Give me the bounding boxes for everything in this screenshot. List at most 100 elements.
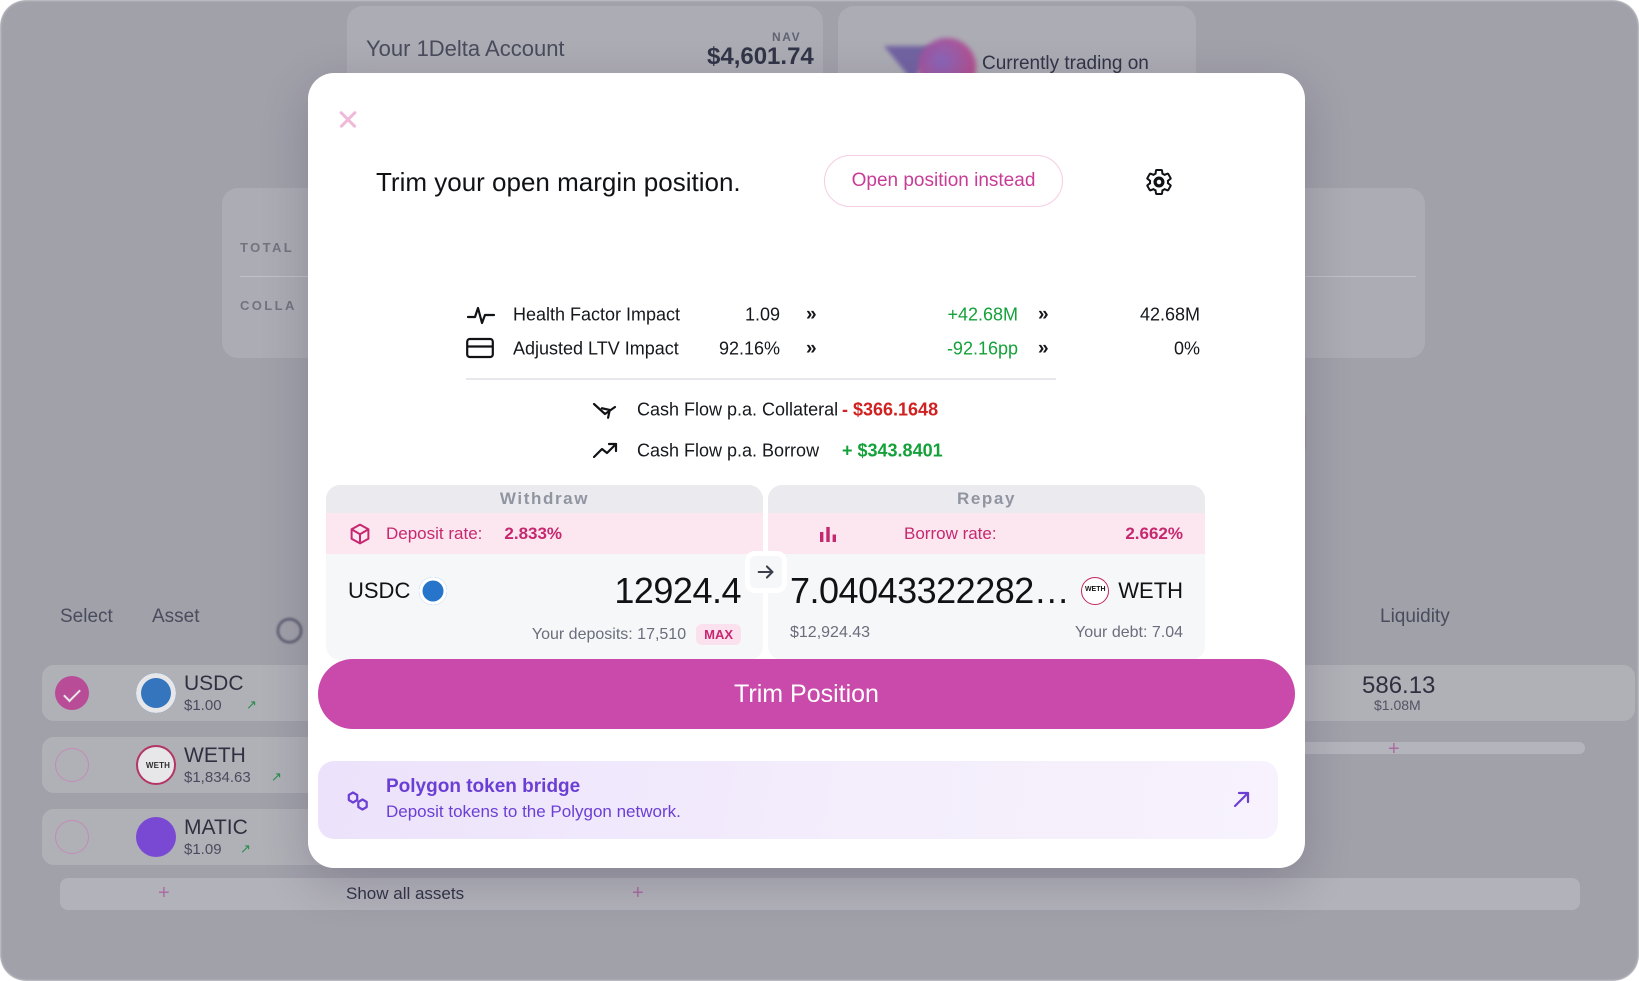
trim-position-button[interactable]: Trim Position: [318, 659, 1295, 729]
bars-icon: [816, 522, 840, 546]
asset-price: $1,834.63: [184, 769, 251, 786]
withdraw-token-symbol: USDC: [348, 578, 411, 603]
cash-flow-label: Cash Flow p.a. Borrow: [637, 440, 820, 461]
liquidity-value: 586.13: [1362, 672, 1436, 699]
plus-icon[interactable]: +: [1388, 738, 1400, 760]
usdc-coin-icon: [419, 577, 448, 605]
row-select-usdc[interactable]: [55, 676, 89, 710]
repay-body: 7.04043322282… WETH WETH $12,924.43 Your…: [768, 554, 1205, 660]
panel-divider-right: [1226, 276, 1416, 277]
page-title: Trim your open margin position.: [376, 167, 741, 197]
deposit-rate-value: 2.833%: [504, 523, 563, 543]
arrow-right-icon: [757, 565, 774, 579]
cash-flow-collateral-row: Cash Flow p.a. Collateral - $366.1648: [308, 393, 1305, 427]
repay-column: Repay Borrow rate: 2.662% 7.040433222: [768, 485, 1205, 660]
plus-icon[interactable]: +: [158, 882, 170, 904]
weth-coin-label: WETH: [145, 761, 171, 770]
polygon-bridge-banner[interactable]: Polygon token bridge Deposit tokens to t…: [318, 761, 1278, 839]
your-debt-label: Your debt: 7.04: [1075, 624, 1183, 641]
settings-button[interactable]: [1139, 163, 1179, 203]
column-header-asset: Asset: [152, 606, 200, 627]
weth-coin-icon: WETH: [1081, 577, 1110, 605]
row-select-weth[interactable]: [55, 748, 89, 782]
stat-before: 92.16%: [718, 338, 780, 359]
stat-label: Health Factor Impact: [513, 304, 681, 325]
stat-before: 1.09: [744, 304, 780, 325]
max-button[interactable]: MAX: [696, 624, 741, 645]
cash-flow-value: - $366.1648: [842, 399, 939, 420]
repay-token-selector[interactable]: WETH WETH: [1081, 577, 1183, 605]
background-circle-glyph-icon: ○: [272, 596, 308, 661]
trend-up-icon: ↗: [240, 841, 251, 856]
swap-direction-button[interactable]: [745, 551, 787, 593]
withdraw-amount-line: USDC 12924.4: [348, 570, 741, 612]
repay-sub-line: $12,924.43 Your debt: 7.04: [790, 624, 1183, 642]
chevron-double-right-icon: »: [806, 304, 817, 325]
chevron-double-right-icon: »: [1038, 304, 1049, 325]
weth-coin-label: WETH: [1084, 586, 1106, 593]
show-all-assets-label: Show all assets: [346, 884, 465, 903]
impact-stats: Health Factor Impact 1.09 » +42.68M » 42…: [308, 298, 1305, 366]
gear-icon: [1146, 168, 1172, 195]
repay-token-symbol: WETH: [1118, 578, 1184, 603]
repay-usd-value: $12,924.43: [790, 624, 871, 641]
your-deposits-label: Your deposits: 17,510: [531, 625, 687, 643]
asset-price: $1.00: [184, 697, 222, 714]
cash-flow-value: + $343.8401: [842, 440, 943, 461]
withdraw-column: Withdraw Deposit rate: 2.833% USDC: [326, 485, 763, 660]
stat-delta: -92.16pp: [946, 338, 1018, 359]
plus-icon[interactable]: +: [632, 882, 644, 904]
usdc-coin-icon: [136, 673, 176, 713]
row-select-matic[interactable]: [55, 820, 89, 854]
account-title: Your 1Delta Account: [366, 36, 565, 61]
currently-trading-label: Currently trading on: [982, 53, 1149, 74]
borrow-rate-value: 2.662%: [1125, 523, 1183, 543]
bridge-title: Polygon token bridge: [386, 776, 581, 797]
nav-value: $4,601.74: [707, 43, 814, 70]
cash-flow-label: Cash Flow p.a. Collateral: [637, 399, 839, 420]
total-label-left: TOTAL: [240, 240, 295, 255]
ltv-icon: [466, 337, 496, 361]
matic-coin-icon: [136, 817, 176, 857]
modal-header: Trim your open margin position. Open pos…: [308, 155, 1305, 221]
asset-symbol: MATIC: [184, 816, 248, 839]
deposit-rate-label: Deposit rate:: [386, 523, 483, 543]
column-header-select: Select: [60, 606, 113, 627]
swap-panel: Withdraw Deposit rate: 2.833% USDC: [326, 485, 1286, 660]
trend-up-icon: ↗: [246, 697, 257, 712]
stat-after: 42.68M: [1139, 304, 1200, 325]
stat-row-adjusted-ltv: Adjusted LTV Impact 92.16% » -92.16pp » …: [308, 332, 1305, 366]
withdraw-header: Withdraw: [326, 485, 763, 513]
repay-header: Repay: [768, 485, 1205, 513]
stat-delta: +42.68M: [947, 304, 1018, 325]
asset-symbol: USDC: [184, 672, 244, 695]
withdraw-sub-line: Your deposits: 17,510 MAX: [348, 624, 741, 645]
repay-amount-input[interactable]: 7.04043322282…: [790, 570, 1070, 611]
withdraw-amount-input[interactable]: 12924.4: [614, 570, 741, 611]
trend-down-icon: [591, 399, 619, 421]
trim-position-modal: Trim your open margin position. Open pos…: [308, 73, 1305, 868]
borrow-rate-bar: Borrow rate: 2.662%: [768, 513, 1205, 554]
chevron-double-right-icon: »: [1038, 338, 1049, 359]
withdraw-token-selector[interactable]: USDC: [348, 577, 448, 605]
bridge-subtitle: Deposit tokens to the Polygon network.: [386, 802, 681, 821]
trend-up-icon: ↗: [271, 769, 282, 784]
repay-amount-line: 7.04043322282… WETH WETH: [790, 570, 1183, 612]
asset-symbol: WETH: [184, 744, 246, 767]
borrow-rate-label: Borrow rate:: [904, 523, 997, 543]
deposit-rate-bar: Deposit rate: 2.833%: [326, 513, 763, 554]
nav-label: NAV: [772, 30, 802, 44]
collateral-label-left: COLLA: [240, 298, 297, 313]
stats-divider: [466, 378, 1056, 380]
polygon-icon: [340, 783, 376, 819]
stat-after: 0%: [1173, 338, 1200, 359]
close-icon[interactable]: [333, 104, 363, 134]
show-all-assets-bar[interactable]: [60, 878, 1580, 910]
cash-flow-borrow-row: Cash Flow p.a. Borrow + $343.8401: [308, 434, 1305, 468]
withdraw-body: USDC 12924.4 Your deposits: 17,510 MAX: [326, 554, 763, 660]
open-position-instead-button[interactable]: Open position instead: [824, 155, 1063, 207]
trend-up-icon: [591, 440, 619, 462]
stat-row-health-factor: Health Factor Impact 1.09 » +42.68M » 42…: [308, 298, 1305, 332]
activity-icon: [466, 303, 496, 327]
